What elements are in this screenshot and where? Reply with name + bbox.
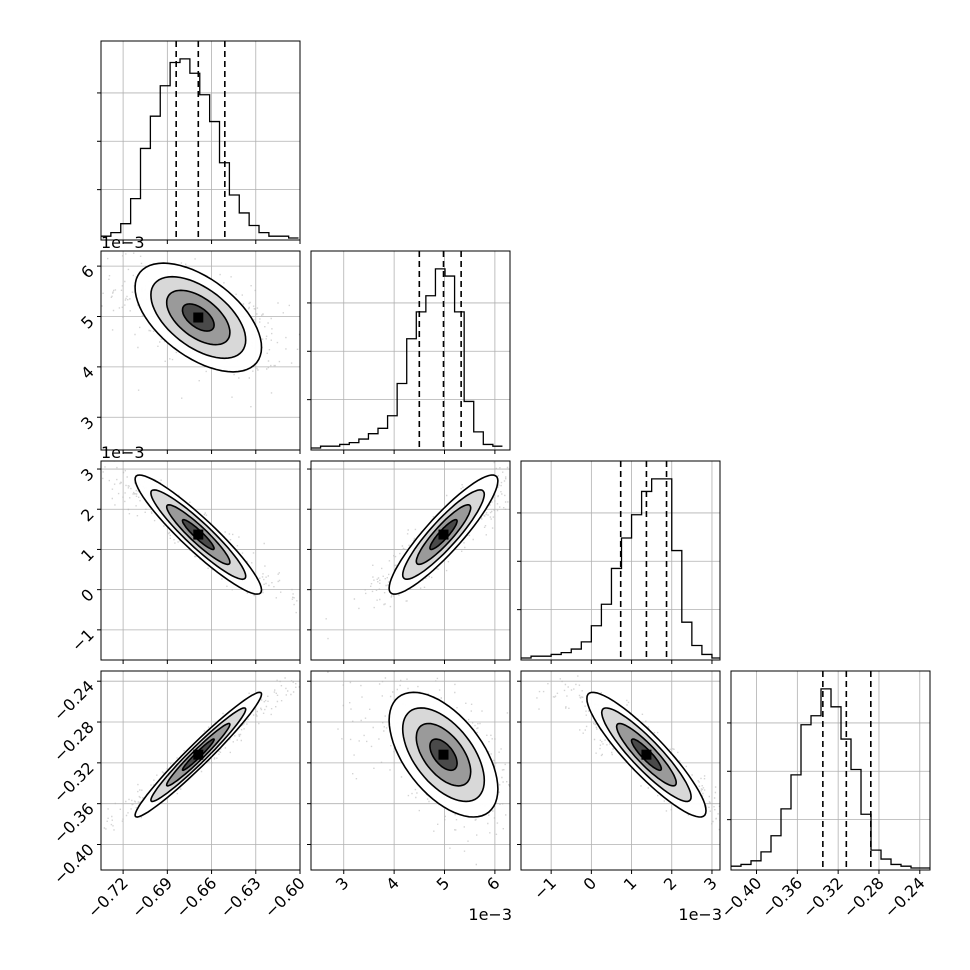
panel-content bbox=[101, 252, 300, 408]
contour-line bbox=[181, 303, 215, 332]
y-tick-label: 6 bbox=[77, 262, 98, 283]
panel-0-0 bbox=[97, 40, 301, 244]
x-offset-label: 1e−3 bbox=[678, 905, 722, 924]
panel-frame bbox=[310, 250, 511, 451]
y-tick-label: 5 bbox=[77, 312, 98, 333]
y-tick-label: 2 bbox=[77, 505, 98, 526]
y-tick-label: −0.28 bbox=[50, 717, 98, 765]
x-tick-label: −0.32 bbox=[799, 873, 847, 921]
panel-frame bbox=[520, 460, 721, 661]
contour-line bbox=[415, 504, 472, 566]
panel-frame bbox=[100, 670, 301, 871]
x-tick-label: −0.40 bbox=[717, 873, 765, 921]
contour-line bbox=[415, 722, 472, 787]
y-offset-label: 1e−3 bbox=[101, 443, 145, 462]
x-tick-label: −0.28 bbox=[840, 873, 888, 921]
x-tick-label: 4 bbox=[382, 873, 403, 894]
panel-3-1 bbox=[307, 670, 511, 874]
contour-line bbox=[388, 691, 499, 818]
histogram-series bbox=[101, 58, 299, 239]
contour-line bbox=[388, 474, 499, 595]
y-tick-label: 3 bbox=[77, 464, 98, 485]
y-tick-label: −0.40 bbox=[50, 840, 98, 888]
x-tick-label: −0.63 bbox=[217, 873, 265, 921]
contour-line bbox=[630, 738, 663, 772]
x-tick-label: 0 bbox=[580, 873, 601, 894]
contour-line bbox=[150, 489, 247, 581]
x-tick-label: −0.24 bbox=[881, 873, 929, 921]
x-tick-label: −0.69 bbox=[128, 873, 176, 921]
y-tick-label: 1 bbox=[77, 545, 98, 566]
panel-content bbox=[536, 675, 720, 831]
contour-line bbox=[401, 707, 486, 803]
contour-line bbox=[429, 738, 458, 772]
contour-line bbox=[429, 518, 458, 551]
contour-line bbox=[134, 691, 263, 818]
panel-2-2 bbox=[517, 460, 721, 664]
contour-line bbox=[586, 691, 707, 818]
density-peak bbox=[193, 529, 204, 540]
x-tick-label: 2 bbox=[660, 873, 681, 894]
contour-line bbox=[134, 262, 263, 373]
y-tick-label: 0 bbox=[77, 585, 98, 606]
panel-3-2 bbox=[517, 670, 721, 874]
panel-content bbox=[325, 461, 509, 640]
x-tick-label: −1 bbox=[530, 873, 560, 903]
y-tick-label: −0.32 bbox=[50, 758, 98, 806]
panel-frame bbox=[730, 670, 931, 871]
density-peak bbox=[438, 529, 449, 540]
histogram-series bbox=[311, 268, 503, 449]
panel-content bbox=[103, 677, 300, 831]
x-tick-label: 5 bbox=[433, 873, 454, 894]
contour-line bbox=[600, 707, 692, 803]
contour-line bbox=[165, 503, 231, 566]
x-tick-label: −0.72 bbox=[84, 873, 132, 921]
y-tick-label: −1 bbox=[68, 625, 98, 655]
density-peak bbox=[641, 749, 652, 760]
contour-line bbox=[615, 722, 678, 787]
panel-frame bbox=[310, 460, 511, 661]
panel-frame bbox=[100, 250, 301, 451]
contour-line bbox=[150, 707, 247, 803]
x-tick-label: 3 bbox=[332, 873, 353, 894]
density-peak bbox=[193, 312, 204, 323]
contour-line bbox=[150, 275, 247, 360]
y-tick-label: 4 bbox=[77, 362, 98, 383]
panel-frame bbox=[100, 40, 301, 241]
histogram-series bbox=[731, 688, 930, 869]
density-peak bbox=[438, 749, 449, 760]
contour-line bbox=[181, 518, 215, 551]
panel-frame bbox=[520, 670, 721, 871]
panel-frame bbox=[100, 460, 301, 661]
density-peak bbox=[193, 749, 204, 760]
panel-content bbox=[102, 461, 298, 614]
contour-line bbox=[134, 474, 263, 595]
panel-3-0 bbox=[97, 670, 301, 874]
y-offset-label: 1e−3 bbox=[101, 233, 145, 252]
x-tick-label: 1 bbox=[620, 873, 641, 894]
x-tick-label: −0.66 bbox=[172, 873, 220, 921]
panel-content bbox=[327, 671, 510, 866]
contour-line bbox=[165, 289, 231, 346]
panel-3-3 bbox=[727, 670, 931, 874]
y-tick-label: −0.24 bbox=[50, 677, 98, 725]
panel-1-1 bbox=[307, 250, 511, 454]
x-tick-label: 3 bbox=[700, 873, 721, 894]
panel-2-0 bbox=[97, 460, 301, 664]
x-tick-label: 6 bbox=[483, 873, 504, 894]
x-tick-label: −0.60 bbox=[261, 873, 309, 921]
contour-line bbox=[401, 489, 486, 580]
contour-line bbox=[181, 738, 215, 772]
histogram-series bbox=[521, 478, 720, 659]
panel-frame bbox=[310, 670, 511, 871]
y-tick-label: 3 bbox=[77, 413, 98, 434]
panel-2-1 bbox=[307, 460, 511, 664]
x-tick-label: −0.36 bbox=[758, 873, 806, 921]
panel-1-0 bbox=[97, 250, 301, 454]
y-tick-label: −0.36 bbox=[50, 799, 98, 847]
contour-line bbox=[165, 722, 231, 787]
x-offset-label: 1e−3 bbox=[468, 905, 512, 924]
